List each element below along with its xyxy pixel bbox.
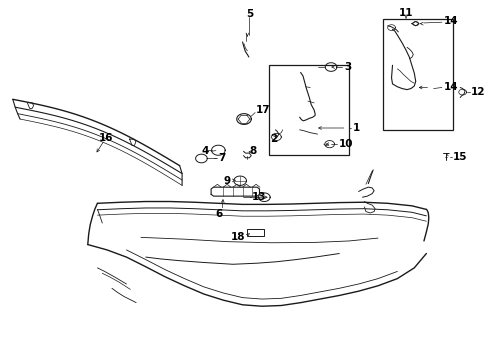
Text: 9: 9 [224,176,230,186]
Text: 11: 11 [398,8,412,18]
Text: 14: 14 [443,17,457,27]
Text: 4: 4 [201,146,208,156]
Bar [268,65,348,155]
Text: 16: 16 [99,134,113,143]
Text: 5: 5 [245,9,252,19]
Text: 13: 13 [252,192,266,202]
Bar [247,229,264,235]
Text: 2: 2 [270,134,277,144]
Text: 8: 8 [249,146,256,156]
Text: 1: 1 [352,123,359,133]
Text: 15: 15 [452,152,467,162]
Text: 12: 12 [470,87,485,97]
Bar [382,19,452,130]
Text: 17: 17 [256,105,270,115]
Text: 3: 3 [344,62,351,72]
Text: 7: 7 [218,153,225,163]
Text: 14: 14 [443,82,457,93]
Text: 18: 18 [230,232,244,242]
Text: 10: 10 [338,139,352,149]
Text: 6: 6 [215,209,223,219]
